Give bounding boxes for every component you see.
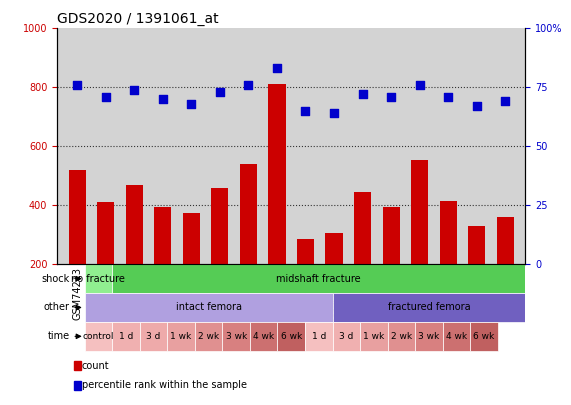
Point [272, 65, 282, 72]
Text: no fracture: no fracture [71, 274, 126, 284]
Text: 6 wk: 6 wk [280, 332, 302, 341]
Bar [240, 164, 257, 264]
FancyBboxPatch shape [388, 322, 415, 351]
Text: 4 wk: 4 wk [446, 332, 467, 341]
FancyBboxPatch shape [415, 322, 443, 351]
FancyBboxPatch shape [195, 322, 222, 351]
Bar [69, 170, 86, 264]
Point [158, 96, 167, 102]
Text: count: count [82, 361, 110, 371]
FancyBboxPatch shape [167, 322, 195, 351]
Point [387, 94, 396, 100]
Point [415, 82, 424, 88]
FancyBboxPatch shape [443, 322, 471, 351]
Text: 6 wk: 6 wk [473, 332, 494, 341]
Point [101, 94, 110, 100]
FancyBboxPatch shape [471, 322, 498, 351]
FancyBboxPatch shape [85, 264, 112, 293]
Text: 4 wk: 4 wk [253, 332, 274, 341]
Bar [383, 207, 400, 264]
Point [130, 86, 139, 93]
Text: 3 wk: 3 wk [419, 332, 440, 341]
Bar [468, 226, 485, 264]
FancyBboxPatch shape [278, 322, 305, 351]
Bar [297, 239, 314, 264]
FancyBboxPatch shape [305, 322, 332, 351]
Bar [97, 202, 114, 264]
Point [244, 82, 253, 88]
Bar [411, 160, 428, 264]
Bar [268, 84, 286, 264]
Point [73, 82, 82, 88]
Point [472, 103, 481, 109]
Text: 1 wk: 1 wk [363, 332, 384, 341]
Text: 3 d: 3 d [339, 332, 353, 341]
Bar [211, 188, 228, 264]
Text: control: control [83, 332, 114, 341]
Text: 1 d: 1 d [312, 332, 326, 341]
FancyBboxPatch shape [85, 293, 332, 322]
Bar [325, 233, 343, 264]
Bar [354, 192, 371, 264]
Text: 2 wk: 2 wk [391, 332, 412, 341]
Bar [183, 213, 200, 264]
Text: 2 wk: 2 wk [198, 332, 219, 341]
Text: 3 d: 3 d [146, 332, 160, 341]
FancyBboxPatch shape [250, 322, 278, 351]
FancyBboxPatch shape [112, 264, 525, 293]
Text: 1 d: 1 d [119, 332, 133, 341]
Text: midshaft fracture: midshaft fracture [276, 274, 361, 284]
Text: time: time [47, 331, 70, 341]
Bar [74, 361, 81, 370]
Bar [126, 185, 143, 264]
Text: 1 wk: 1 wk [170, 332, 192, 341]
Point [358, 91, 367, 98]
Point [301, 108, 310, 114]
FancyBboxPatch shape [332, 293, 525, 322]
Text: intact femora: intact femora [176, 303, 242, 313]
Bar [497, 217, 514, 264]
FancyBboxPatch shape [222, 322, 250, 351]
FancyBboxPatch shape [332, 322, 360, 351]
Text: shock: shock [41, 274, 70, 284]
Text: GDS2020 / 1391061_at: GDS2020 / 1391061_at [57, 12, 219, 26]
Point [215, 89, 224, 95]
Text: other: other [43, 303, 70, 313]
Bar [154, 207, 171, 264]
FancyBboxPatch shape [112, 322, 140, 351]
Text: percentile rank within the sample: percentile rank within the sample [82, 380, 247, 390]
FancyBboxPatch shape [360, 322, 388, 351]
Bar [440, 201, 457, 264]
FancyBboxPatch shape [140, 322, 167, 351]
Text: 3 wk: 3 wk [226, 332, 247, 341]
Text: fractured femora: fractured femora [388, 303, 471, 313]
Point [187, 100, 196, 107]
Point [444, 94, 453, 100]
Point [329, 110, 339, 117]
Point [501, 98, 510, 105]
FancyBboxPatch shape [85, 322, 112, 351]
Bar [74, 381, 81, 390]
